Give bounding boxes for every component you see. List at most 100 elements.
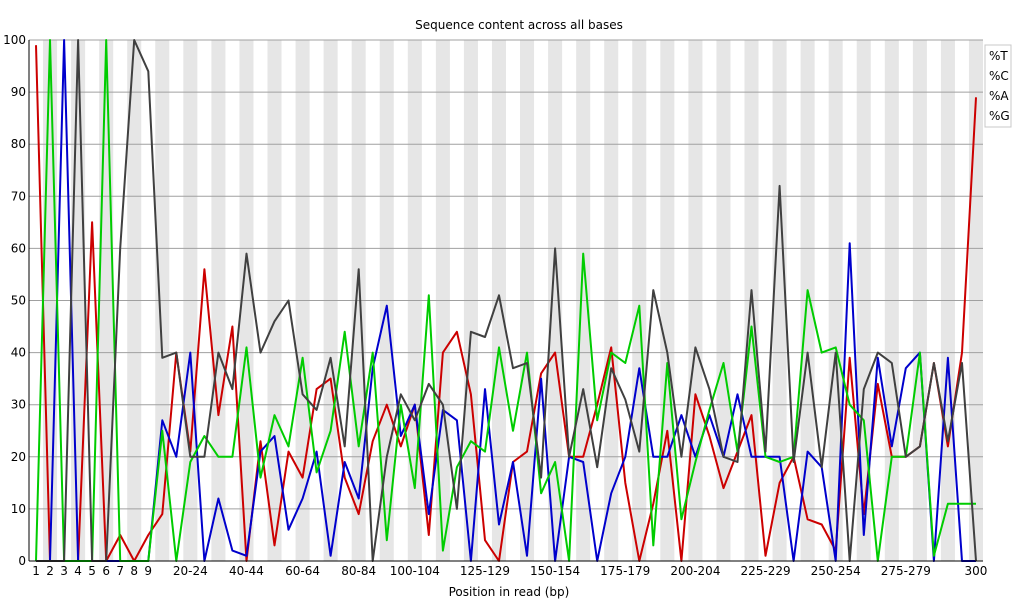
point-pct-t-60-64 [302,477,304,479]
legend-entry-pct-c: %C [989,69,1009,83]
point-pct-c-30-34 [217,497,219,499]
point-pct-c-260-264 [863,534,865,536]
point-pct-a-25-29 [203,435,205,437]
x-tick-4: 4 [74,564,82,578]
point-pct-g-150-154 [554,247,556,249]
point-pct-a-160-164 [582,253,584,255]
point-pct-g-9 [147,70,149,72]
point-pct-a-135-139 [512,430,514,432]
point-pct-a-75-79 [344,331,346,333]
point-pct-c-65-69 [316,451,318,453]
y-tick-labels: 0 10 20 30 40 50 60 70 80 90 100 [3,33,26,568]
point-pct-c-35-39 [231,550,233,552]
point-pct-c-95-99 [400,435,402,437]
point-pct-a-50-54 [274,414,276,416]
point-pct-t-220-224 [751,414,753,416]
point-pct-g-20-24 [189,456,191,458]
point-pct-c-105-109 [428,513,430,515]
point-pct-g-110-114 [442,404,444,406]
y-tick-80: 80 [11,137,26,151]
series-line-pct-g [36,39,977,562]
point-pct-g-205-209 [708,388,710,390]
point-pct-t-70-74 [330,378,332,380]
point-pct-c-255-259 [849,242,851,244]
point-pct-t-290-294 [947,445,949,447]
point-pct-g-260-264 [863,388,865,390]
point-pct-a-90-94 [386,539,388,541]
point-pct-g-7 [119,247,121,249]
point-pct-a-250-254 [835,346,837,348]
point-pct-a-280-284 [919,352,921,354]
point-pct-c-185-189 [652,456,654,458]
point-pct-t-25-29 [203,268,205,270]
point-pct-g-225-229 [765,451,767,453]
point-pct-c-80-84 [358,497,360,499]
point-pct-t-175-179 [624,482,626,484]
point-pct-g-35-39 [231,388,233,390]
point-pct-a-2 [49,39,51,41]
point-pct-a-100-104 [414,487,416,489]
series-pct-t [35,45,977,562]
point-pct-t-45-49 [259,440,261,442]
point-pct-g-65-69 [316,409,318,411]
x-axis-label: Position in read (bp) [449,585,570,599]
point-pct-t-80-84 [358,513,360,515]
point-pct-g-175-179 [624,398,626,400]
point-pct-a-105-109 [428,294,430,296]
point-pct-a-35-39 [231,456,233,458]
point-pct-g-80-84 [358,268,360,270]
point-pct-g-25-29 [203,456,205,458]
point-pct-g-160-164 [582,388,584,390]
point-pct-g-135-139 [512,367,514,369]
point-pct-a-45-49 [259,477,261,479]
point-pct-c-230-234 [779,456,781,458]
point-pct-a-185-189 [652,544,654,546]
point-pct-g-220-224 [751,289,753,291]
point-pct-t-170-174 [610,346,612,348]
series-lines [35,39,977,562]
point-pct-g-10-14 [161,357,163,359]
point-pct-g-245-249 [821,466,823,468]
point-pct-a-130-134 [498,346,500,348]
point-pct-g-50-54 [274,320,276,322]
x-tick-8: 8 [130,564,138,578]
point-pct-c-115-119 [456,419,458,421]
point-pct-a-70-74 [330,430,332,432]
point-pct-c-240-244 [807,451,809,453]
point-pct-a-20-24 [189,461,191,463]
point-pct-g-235-239 [793,461,795,463]
point-pct-g-130-134 [498,294,500,296]
point-pct-g-270-274 [891,362,893,364]
chart-title: Sequence content across all bases [415,18,623,32]
legend-entry-pct-a: %A [989,89,1009,103]
point-pct-a-260-264 [863,419,865,421]
point-pct-g-60-64 [302,393,304,395]
point-pct-t-265-269 [877,383,879,385]
y-tick-60: 60 [11,241,26,255]
point-pct-a-220-224 [751,326,753,328]
series-pct-g [36,39,977,562]
point-pct-t-225-229 [765,555,767,557]
point-pct-t-75-79 [344,477,346,479]
point-pct-t-85-89 [372,440,374,442]
point-pct-c-270-274 [891,445,893,447]
point-pct-a-295-299 [961,503,963,505]
point-pct-t-125-129 [484,539,486,541]
point-pct-t-255-259 [849,357,851,359]
point-pct-t-50-54 [274,544,276,546]
point-pct-t-30-34 [217,414,219,416]
point-pct-a-230-234 [779,461,781,463]
x-tick-3: 3 [60,564,68,578]
point-pct-g-90-94 [386,456,388,458]
point-pct-g-240-244 [807,352,809,354]
point-pct-g-4 [77,39,79,41]
point-pct-c-15-19 [175,456,177,458]
point-pct-a-150-154 [554,461,556,463]
point-pct-g-125-129 [484,336,486,338]
series-line-pct-c [36,39,976,562]
point-pct-g-145-149 [540,477,542,479]
point-pct-a-120-124 [470,440,472,442]
point-pct-t-150-154 [554,352,556,354]
point-pct-c-160-164 [582,461,584,463]
